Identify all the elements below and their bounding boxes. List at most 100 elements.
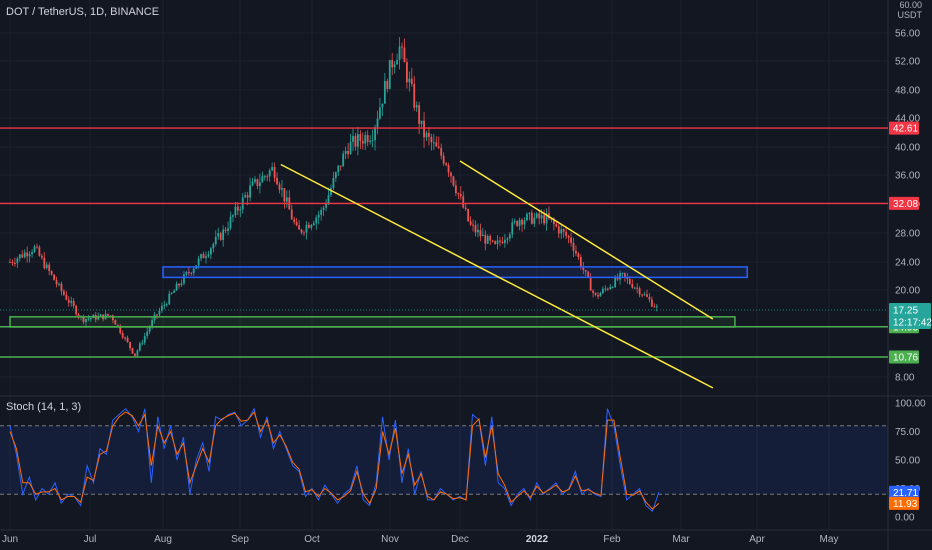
candle-body [369,140,372,143]
candle-body [339,165,342,167]
candle-body [420,120,423,124]
candle-body [418,105,421,124]
candle-body [9,262,11,263]
candle-body [251,181,254,186]
candle-body [486,236,489,244]
time-tick-label: Nov [381,534,399,545]
candle-body [327,195,330,205]
candle-body [582,267,585,271]
candle-body [334,172,337,178]
candle-body [518,219,521,226]
candle-body [513,221,516,223]
candle-body [121,332,124,338]
candle-body [484,234,487,244]
time-tick-label: 2022 [526,534,549,545]
price-tick-label: 8.00 [895,373,915,384]
candle-body [67,299,70,303]
candle-body [579,257,582,268]
candle-body [11,262,14,264]
candle-body [383,80,386,104]
stoch-k-badge-bg [889,485,919,499]
candle-body [653,306,656,308]
candle-body [325,204,327,208]
candle-body [109,315,112,317]
candle-body [379,107,381,119]
candle-body [31,251,33,255]
candle-body [516,221,519,226]
trendline [280,163,714,389]
candle-body [651,299,653,307]
candle-body [565,231,568,236]
candle-body [107,313,109,316]
time-tick-label: Oct [304,534,320,545]
candle-body [555,224,558,227]
candle-body [234,206,237,216]
resistance-badge-text: 42.61 [893,124,918,135]
candle-body [450,172,452,177]
chart-title: DOT / TetherUS, 1D, BINANCE [6,6,160,18]
top-tick-label: 60.00 [899,0,922,10]
candle-body [244,195,247,198]
candle-body [567,235,570,238]
candle-body [278,184,281,190]
candle-body [526,213,528,221]
candle-body [131,347,134,354]
resistance-badge-bg [889,196,919,210]
candle-body [359,134,362,141]
candle-body [266,176,269,178]
candle-body [273,166,276,178]
candle-body [21,254,24,258]
candle-body [134,353,136,356]
candle-body [85,318,87,323]
candle-body [322,207,325,210]
candle-body [45,264,48,269]
candle-body [545,213,548,224]
candle-body [435,142,438,147]
candle-body [452,176,455,186]
candle-body [112,315,114,321]
time-tick-label: Jul [84,534,97,545]
candle-body [587,271,590,278]
candle-body [254,179,256,182]
candle-body [281,188,283,190]
candle-body [293,219,296,223]
candle-body [190,272,193,274]
candle-body [222,229,225,240]
candle-body [459,194,462,197]
price-tick-label: 56.00 [895,29,920,40]
price-tick-label: 28.00 [895,229,920,240]
candle-body [40,255,43,258]
support-badge-text: 10.76 [893,352,918,363]
candle-body [212,243,215,249]
candle-body [523,220,526,225]
candle-body [628,278,631,284]
candle-body [283,188,286,202]
candle-body [187,271,190,273]
time-tick-label: Apr [749,534,765,545]
candle-body [624,272,626,278]
candle-body [616,277,619,280]
blue-zone-box [162,266,748,279]
candle-body [354,136,357,147]
price-tick-label: 48.00 [895,86,920,97]
candle-body [584,270,587,272]
candle-body [317,214,320,218]
candle-body [393,64,396,68]
candle-body [408,78,411,83]
green-zone-box [9,316,736,328]
stoch-tick-label: 100.00 [895,399,926,410]
candle-body [467,209,470,222]
candle-body [589,277,592,291]
candle-body [479,229,482,237]
time-axis-ticks: Jun Jul Aug Sep Oct Nov Dec 2022 Feb Mar Apr May [2,534,839,545]
candle-body [396,59,398,65]
candle-body [445,163,447,166]
candle-body [315,217,318,224]
candle-body [261,176,264,183]
stoch-title: Stoch (14, 1, 3) [6,401,82,413]
candle-body [178,283,180,286]
price-axis-unit: 60.00 USDT [898,0,923,20]
candle-body [472,224,474,226]
